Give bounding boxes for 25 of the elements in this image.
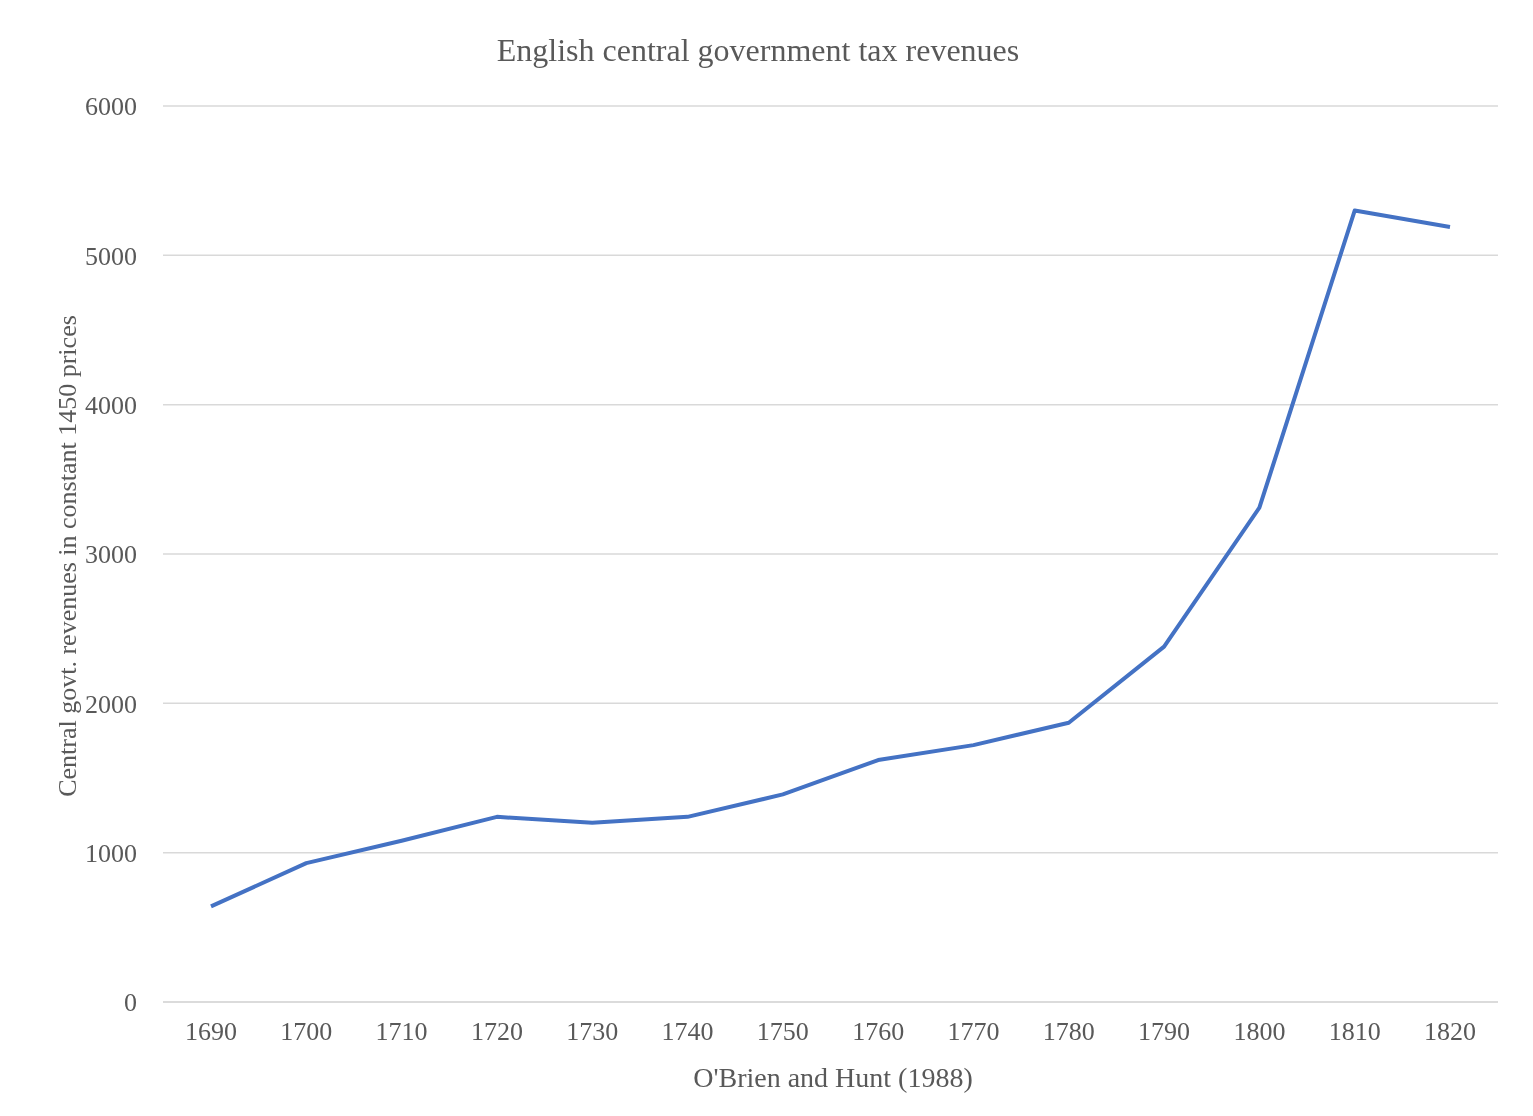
y-tick-label: 6000	[85, 92, 137, 122]
x-tick-label: 1730	[566, 1017, 619, 1047]
y-tick-label: 5000	[85, 241, 137, 271]
x-tick-label: 1820	[1424, 1017, 1476, 1047]
x-tick-label: 1760	[852, 1017, 905, 1047]
x-tick-label: 1770	[947, 1017, 1000, 1047]
y-tick-label: 0	[124, 988, 137, 1018]
y-tick-label: 4000	[85, 390, 137, 420]
x-tick-label: 1690	[185, 1017, 237, 1047]
x-tick-label: 1800	[1233, 1017, 1286, 1047]
y-tick-label: 2000	[85, 689, 137, 719]
x-tick-label: 1750	[756, 1017, 809, 1047]
x-tick-label: 1790	[1138, 1017, 1191, 1047]
x-tick-label: 1720	[470, 1017, 523, 1047]
y-tick-label: 1000	[85, 838, 137, 868]
x-axis-title: O'Brien and Hunt (1988)	[692, 1062, 974, 1094]
line-series	[209, 208, 1452, 909]
chart-title: English central government tax revenues	[495, 31, 1021, 70]
y-axis-title: Central govt. revenues in constant 1450 prices	[53, 315, 83, 797]
y-tick-label: 3000	[85, 540, 137, 570]
x-tick-label: 1810	[1328, 1017, 1381, 1047]
x-tick-label: 1780	[1042, 1017, 1095, 1047]
x-tick-label: 1700	[280, 1017, 333, 1047]
x-tick-label: 1740	[661, 1017, 714, 1047]
x-tick-label: 1710	[375, 1017, 428, 1047]
